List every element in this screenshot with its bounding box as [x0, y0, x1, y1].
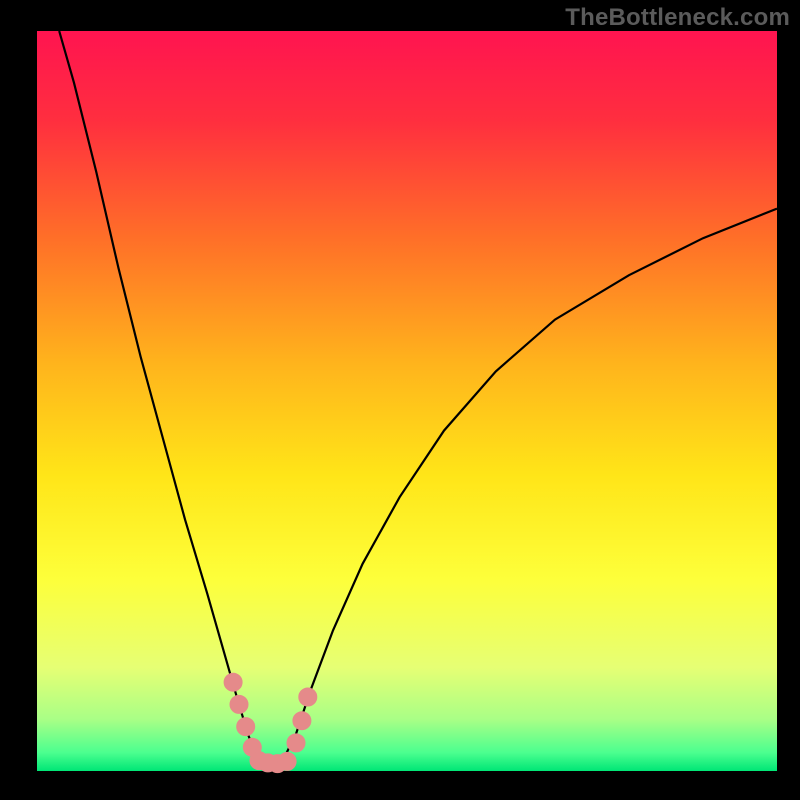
plot-svg	[0, 0, 800, 800]
marker-dot	[287, 734, 305, 752]
plot-background	[37, 31, 777, 771]
marker-dot	[230, 695, 248, 713]
marker-dot	[293, 712, 311, 730]
marker-dot	[237, 718, 255, 736]
marker-dot	[224, 673, 242, 691]
marker-dot	[299, 688, 317, 706]
marker-dot	[278, 752, 296, 770]
